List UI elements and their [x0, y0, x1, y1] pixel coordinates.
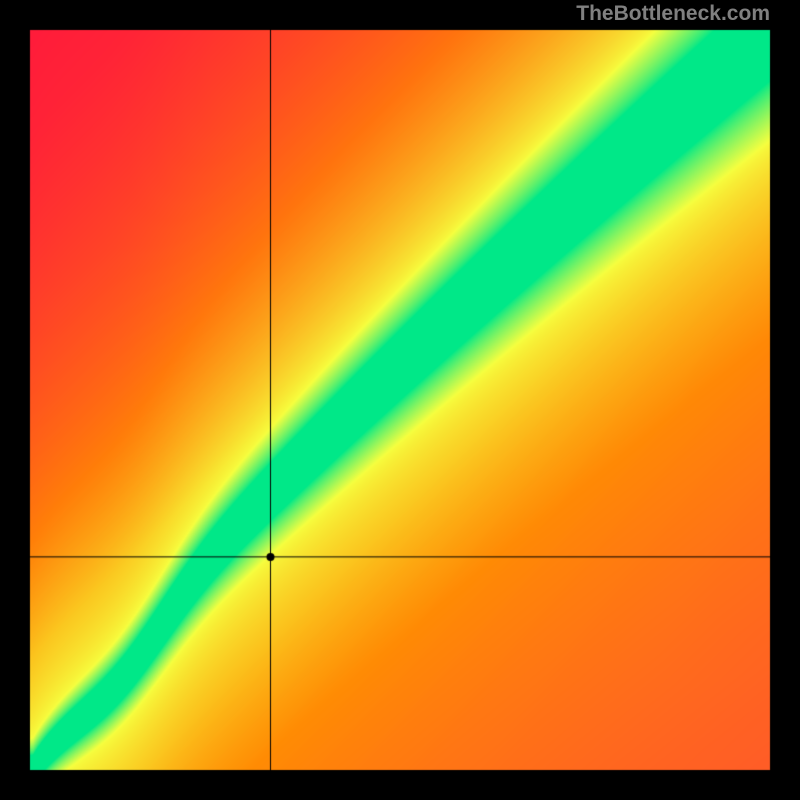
- bottleneck-heatmap: [0, 0, 800, 800]
- watermark-text: TheBottleneck.com: [576, 2, 770, 26]
- chart-container: TheBottleneck.com: [0, 0, 800, 800]
